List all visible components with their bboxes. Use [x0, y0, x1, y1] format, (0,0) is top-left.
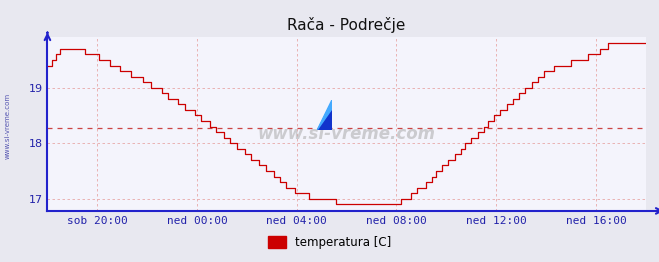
Text: www.si-vreme.com: www.si-vreme.com [258, 125, 436, 143]
Polygon shape [318, 100, 332, 130]
Legend: temperatura [C]: temperatura [C] [263, 231, 396, 253]
Title: Rača - Podrečje: Rača - Podrečje [287, 17, 406, 33]
Polygon shape [318, 100, 332, 130]
Text: www.si-vreme.com: www.si-vreme.com [5, 93, 11, 159]
